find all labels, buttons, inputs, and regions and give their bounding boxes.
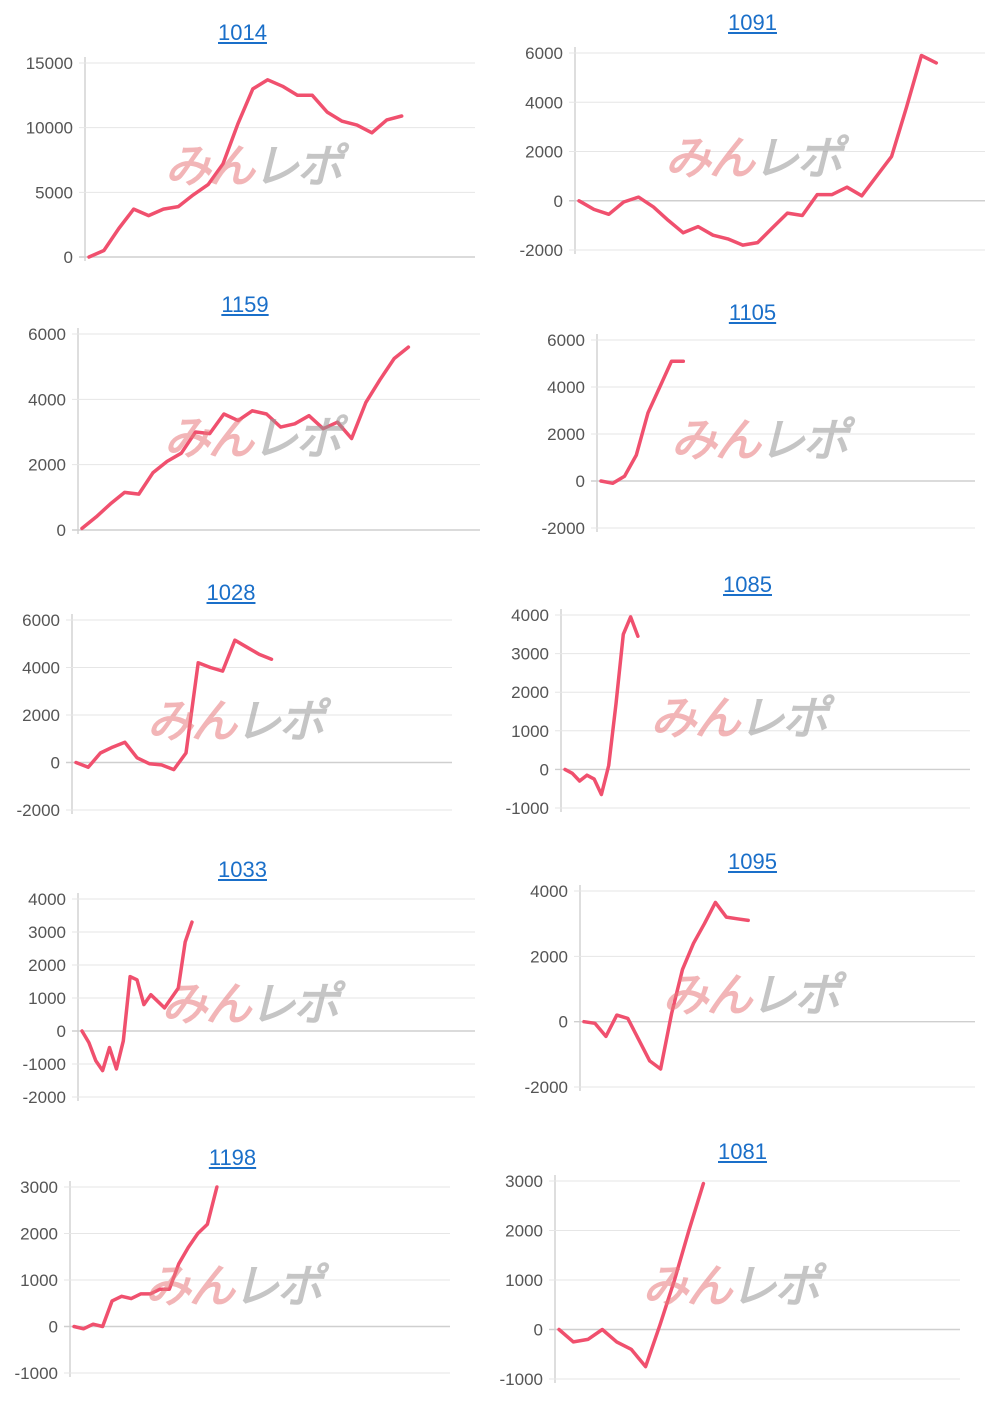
series-line — [582, 900, 750, 1071]
y-tick-label: 0 — [57, 521, 66, 540]
y-tick-label: 15000 — [26, 54, 73, 73]
y-tick-label: 0 — [576, 472, 585, 491]
y-tick-label: 0 — [49, 1318, 58, 1337]
chart-title-link[interactable]: 1085 — [723, 572, 772, 597]
y-tick-label: 1000 — [20, 1271, 58, 1290]
y-tick-label: 0 — [540, 760, 549, 779]
line-chart: -2000 0 2000 4000 6000 — [17, 611, 452, 820]
line-chart: 0 2000 4000 6000 — [28, 325, 480, 540]
y-tick-label: -1000 — [23, 1055, 66, 1074]
y-tick-label: 1000 — [505, 1271, 543, 1290]
y-tick-label: 4000 — [525, 93, 563, 112]
chart-panel-1081: 1081 -1000 0 1000 2000 3000 みんレポ — [485, 1137, 1000, 1399]
chart-title-link[interactable]: 1095 — [728, 849, 777, 874]
line-chart: -1000 0 1000 2000 3000 4000 — [506, 606, 970, 818]
y-tick-label: -2000 — [525, 1078, 568, 1097]
y-tick-label: 6000 — [28, 325, 66, 344]
y-tick-label: 0 — [64, 248, 73, 267]
line-chart: -2000 0 2000 4000 6000 — [542, 331, 975, 538]
y-tick-label: 2000 — [28, 956, 66, 975]
y-tick-label: 10000 — [26, 119, 73, 138]
series-line — [72, 1185, 219, 1331]
chart-title-link[interactable]: 1091 — [728, 10, 777, 35]
y-tick-label: -1000 — [506, 799, 549, 818]
y-tick-label: 3000 — [511, 645, 549, 664]
y-tick-label: 4000 — [28, 390, 66, 409]
y-tick-label: 6000 — [22, 611, 60, 630]
y-tick-label: 4000 — [511, 606, 549, 625]
series-line — [557, 1181, 706, 1369]
y-tick-label: 2000 — [505, 1222, 543, 1241]
line-chart: 0 5000 10000 15000 — [26, 54, 475, 267]
line-chart: -1000 0 1000 2000 3000 — [15, 1178, 450, 1383]
y-tick-label: 0 — [554, 192, 563, 211]
y-tick-label: -2000 — [542, 519, 585, 538]
y-tick-label: -1000 — [15, 1364, 58, 1383]
chart-title-link[interactable]: 1014 — [218, 20, 267, 45]
y-tick-label: 2000 — [525, 143, 563, 162]
y-tick-label: 4000 — [22, 659, 60, 678]
line-chart: -2000 -1000 0 1000 2000 3000 4000 — [23, 890, 475, 1107]
y-tick-label: 2000 — [530, 947, 568, 966]
y-tick-label: 5000 — [35, 183, 73, 202]
chart-panel-1095: 1095 -2000 0 2000 4000 みんレポ — [505, 847, 1000, 1107]
chart-title-link[interactable]: 1159 — [221, 292, 269, 317]
chart-panel-1085: 1085 -1000 0 1000 2000 3000 4000 みんレポ — [495, 570, 1000, 828]
chart-title-link[interactable]: 1028 — [206, 580, 256, 605]
y-tick-label: 1000 — [511, 722, 549, 741]
y-tick-label: 2000 — [20, 1225, 58, 1244]
line-chart: -1000 0 1000 2000 3000 — [500, 1172, 960, 1389]
y-tick-label: 0 — [57, 1022, 66, 1041]
y-tick-label: 4000 — [547, 378, 585, 397]
series-line — [80, 345, 411, 531]
y-tick-label: 4000 — [28, 890, 66, 909]
y-tick-label: 4000 — [530, 882, 568, 901]
series-line — [577, 53, 939, 247]
y-tick-label: 3000 — [505, 1172, 543, 1191]
y-tick-label: -2000 — [520, 241, 563, 260]
y-tick-label: 2000 — [547, 425, 585, 444]
y-tick-label: 3000 — [28, 923, 66, 942]
y-tick-label: -1000 — [500, 1370, 543, 1389]
chart-title-link[interactable]: 1081 — [718, 1139, 767, 1164]
y-tick-label: 3000 — [20, 1178, 58, 1197]
chart-panel-1159: 1159 0 2000 4000 6000 みんレポ — [0, 290, 490, 550]
y-tick-label: 2000 — [28, 456, 66, 475]
line-chart: -2000 0 2000 4000 6000 — [520, 44, 985, 260]
series-line — [87, 78, 404, 259]
y-tick-label: 0 — [51, 754, 60, 773]
series-line — [563, 615, 640, 797]
line-chart: -2000 0 2000 4000 — [525, 882, 975, 1097]
series-line — [80, 920, 194, 1073]
y-tick-label: 2000 — [511, 683, 549, 702]
chart-title-link[interactable]: 1033 — [218, 857, 267, 882]
y-tick-label: 6000 — [525, 44, 563, 63]
y-tick-label: 2000 — [22, 706, 60, 725]
y-tick-label: 6000 — [547, 331, 585, 350]
chart-panel-1198: 1198 -1000 0 1000 2000 3000 みんレポ — [0, 1143, 465, 1393]
series-line — [599, 359, 686, 486]
chart-panel-1033: 1033 -2000 -1000 0 1000 2000 3000 4000 みんレポ — [0, 855, 485, 1117]
y-tick-label: 0 — [534, 1321, 543, 1340]
y-tick-label: -2000 — [17, 801, 60, 820]
series-line — [74, 638, 274, 772]
chart-panel-1014: 1014 0 5000 10000 15000 みんレポ — [0, 18, 485, 273]
y-tick-label: 0 — [559, 1013, 568, 1032]
chart-panel-1091: 1091 -2000 0 2000 4000 6000 みんレポ — [505, 8, 1000, 270]
y-tick-label: 1000 — [28, 989, 66, 1008]
y-tick-label: -2000 — [23, 1088, 66, 1107]
chart-panel-1105: 1105 -2000 0 2000 4000 6000 みんレポ — [505, 298, 1000, 548]
chart-title-link[interactable]: 1198 — [208, 1145, 257, 1170]
chart-title-link[interactable]: 1105 — [728, 300, 777, 325]
chart-panel-1028: 1028 -2000 0 2000 4000 6000 みんレポ — [0, 578, 462, 830]
